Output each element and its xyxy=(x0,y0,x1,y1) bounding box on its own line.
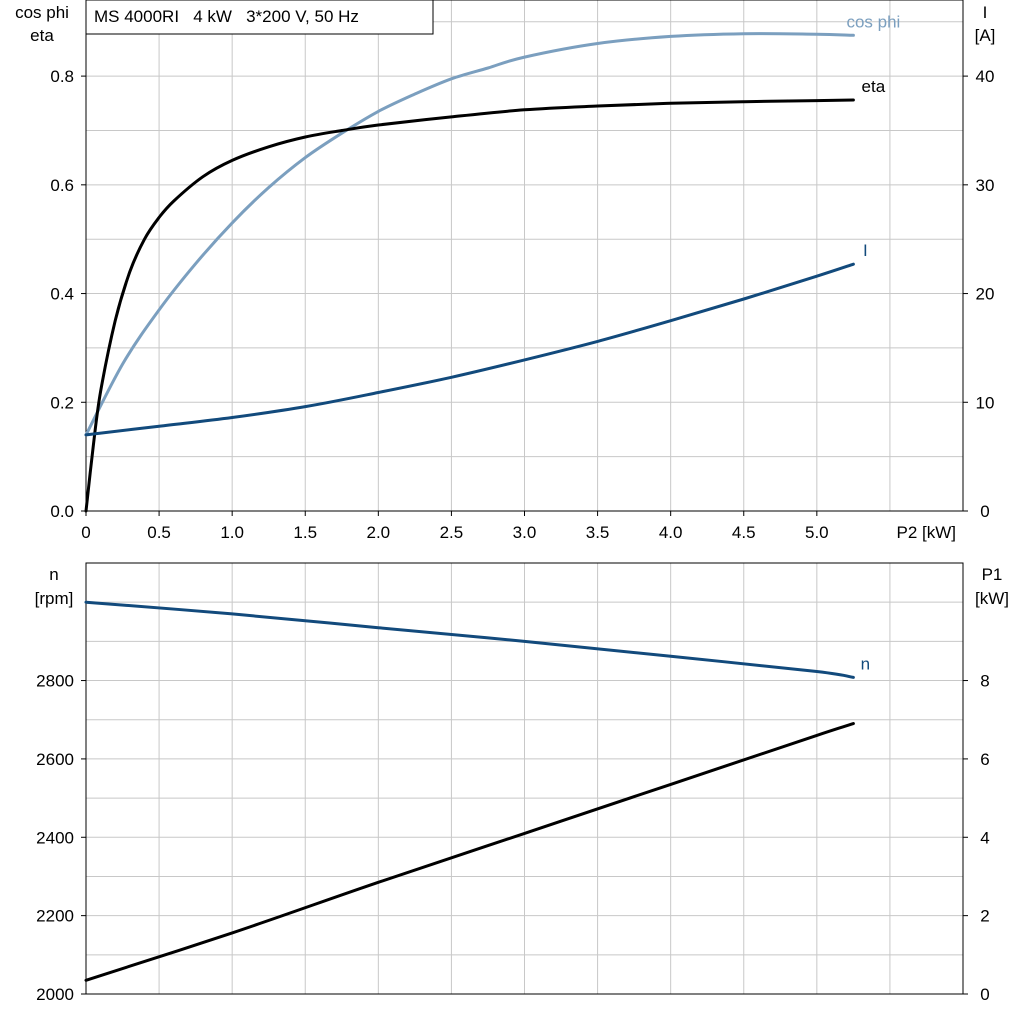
y-right-tick-label: 4 xyxy=(980,828,989,847)
series-line-i xyxy=(84,262,855,437)
x-tick-label: 4.5 xyxy=(732,523,756,542)
y-right-tick-label: 0 xyxy=(980,985,989,1004)
chart-title: MS 4000RI 4 kW 3*200 V, 50 Hz xyxy=(94,7,359,26)
bottom-right-axis-label-2: [kW] xyxy=(975,589,1009,608)
bottom-left-tick-labels: 2000 2200 2400 2600 2800 xyxy=(36,672,86,1004)
y-right-tick-label: 8 xyxy=(980,672,989,691)
y-left-tick-label: 0.8 xyxy=(50,67,74,86)
x-tick-label: 1.5 xyxy=(293,523,317,542)
series-label-n: n xyxy=(861,654,870,673)
top-right-axis-label-2: [A] xyxy=(975,26,996,45)
bottom-left-axis-label-1: n xyxy=(49,565,58,584)
y-left-tick-label: 2800 xyxy=(36,672,74,691)
y-left-tick-label: 0.0 xyxy=(50,502,74,521)
y-left-tick-label: 0.6 xyxy=(50,176,74,195)
x-tick-label: 0 xyxy=(81,523,90,542)
series-label-eta: eta xyxy=(862,77,886,96)
top-left-axis-label-1: cos phi xyxy=(15,3,69,22)
top-panel: 0 0.5 1.0 1.5 2.0 2.5 3.0 3.5 4.0 4.5 5.0 0.00.20.… xyxy=(15,0,995,542)
x-tick-label: 2.5 xyxy=(440,523,464,542)
series-line-eta xyxy=(84,98,855,513)
y-left-tick-label: 0.4 xyxy=(50,285,74,304)
x-axis-label: P2 [kW] xyxy=(896,523,956,542)
title-box xyxy=(85,0,434,35)
top-x-tick-labels: 0 0.5 1.0 1.5 2.0 2.5 3.0 3.5 4.0 4.5 5.0 xyxy=(81,511,829,542)
bottom-right-tick-labels: 0 2 4 6 8 xyxy=(963,672,990,1004)
top-right-axis-label-1: I xyxy=(983,3,988,22)
y-left-tick-label: 2400 xyxy=(36,828,74,847)
top-grid xyxy=(85,0,964,512)
series-line-p1 xyxy=(84,722,855,982)
x-tick-label: 3.0 xyxy=(513,523,537,542)
x-tick-label: 3.5 xyxy=(586,523,610,542)
series-line-n xyxy=(84,600,855,679)
series-label-i: I xyxy=(863,241,868,260)
y-left-tick-label: 2000 xyxy=(36,985,74,1004)
y-right-tick-label: 30 xyxy=(976,176,995,195)
y-left-tick-label: 0.2 xyxy=(50,393,74,412)
y-right-tick-label: 40 xyxy=(976,67,995,86)
y-right-tick-label: 20 xyxy=(976,285,995,304)
top-left-tick-labels: 0.0 0.2 0.4 0.6 0.8 xyxy=(50,67,86,521)
series-line-cos-phi xyxy=(84,32,855,437)
x-tick-label: 2.0 xyxy=(367,523,391,542)
top-left-axis-label-2: eta xyxy=(30,26,54,45)
top-series: cos phi eta I xyxy=(84,12,900,513)
y-right-tick-label: 0 xyxy=(980,502,989,521)
x-tick-label: 5.0 xyxy=(805,523,829,542)
y-right-tick-label: 10 xyxy=(976,393,995,412)
top-right-tick-labels: 0 10 20 30 40 xyxy=(963,67,994,521)
y-left-tick-label: 2600 xyxy=(36,750,74,769)
x-tick-label: 1.0 xyxy=(220,523,244,542)
x-tick-label: 4.0 xyxy=(659,523,683,542)
bottom-right-axis-label-1: P1 xyxy=(982,565,1003,584)
y-right-tick-label: 6 xyxy=(980,750,989,769)
bottom-plot-frame xyxy=(85,562,964,995)
bottom-left-axis-label-2: [rpm] xyxy=(35,589,74,608)
y-left-tick-label: 2200 xyxy=(36,907,74,926)
y-right-tick-label: 2 xyxy=(980,907,989,926)
series-label-cos-phi: cos phi xyxy=(846,12,900,31)
x-tick-label: 0.5 xyxy=(147,523,171,542)
bottom-grid xyxy=(85,562,964,995)
bottom-series: n xyxy=(84,600,870,982)
